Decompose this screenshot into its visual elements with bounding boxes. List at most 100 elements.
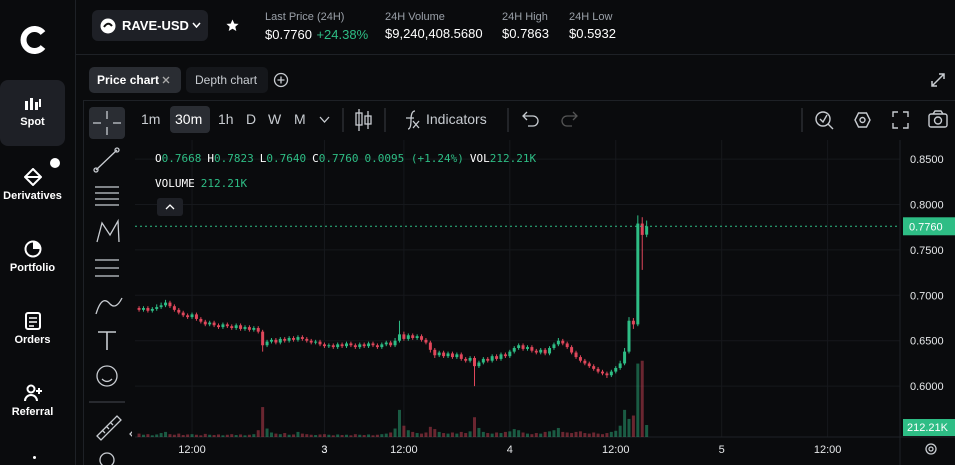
screenshot[interactable] [928,110,948,128]
candle-body [375,345,379,348]
indicators-button[interactable]: Indicators [426,111,487,127]
nav-orders[interactable]: Orders [0,312,70,346]
tab-active[interactable]: Price chart [89,67,181,93]
settings[interactable] [854,112,871,128]
tab[interactable]: Depth chart [186,67,268,93]
tool-emoji[interactable] [96,365,118,387]
interval[interactable]: D [246,111,257,127]
candle-body [464,358,468,361]
interval[interactable]: 1h [218,111,234,127]
drawing-tools [89,107,132,465]
candle-body [521,345,525,349]
volume-bar [578,431,582,437]
legend-value: 0.7760 [319,152,359,165]
candle-body [283,338,287,341]
tab-close[interactable] [162,76,170,84]
tab-label: Price chart [97,73,160,87]
volume-bar [309,434,313,437]
undo[interactable] [522,111,539,127]
legend-value: 212.21K [490,152,537,165]
volume-bar [283,433,287,437]
candle-body [459,354,463,359]
volume-bar [415,433,419,437]
volume-bar [362,435,366,437]
chart: O0.7668 H0.7823 L0.7640 C0.7760 0.0095 (+1.2… [135,140,955,465]
stat: 24H Volume $9,240,408.5680 [385,11,483,41]
volume-bar [164,431,168,437]
candle-body [208,322,212,325]
volume-bar [645,425,649,437]
collapse-arrow[interactable] [129,431,132,437]
expand[interactable] [930,72,946,88]
volume-bar [186,434,190,437]
interval[interactable]: 1m [141,111,161,127]
candle-body [300,337,304,339]
volume-bar [534,433,538,437]
candle-body [190,314,194,318]
legend-value: 0.7823 [214,152,254,165]
tool-fib[interactable] [95,186,119,206]
pair-selector[interactable]: RAVE-USD [92,10,208,41]
candle-body [177,309,181,313]
tool-measure[interactable] [96,415,122,441]
collapse-legend[interactable] [157,198,183,216]
candle-body [442,352,446,357]
stat: 24H High $0.7863 [502,11,549,41]
volume-bar [159,433,163,437]
nav-spot[interactable]: Spot [0,96,70,128]
fx-icon[interactable] [406,110,420,130]
legend-key: VOL [470,152,490,165]
nav-derivatives[interactable]: Derivatives [0,168,70,202]
candle-type[interactable] [355,109,372,131]
tool-text[interactable] [98,331,116,350]
candle-body [141,308,145,310]
favorite-star[interactable] [226,19,239,32]
interval[interactable]: W [268,111,282,127]
dropdown[interactable] [319,116,330,123]
volume-bar [172,434,176,437]
interval[interactable]: M [294,111,306,127]
volume-bar [181,435,185,437]
tool-brush[interactable] [95,297,123,315]
nav-referral[interactable]: Referral [0,384,70,418]
interval[interactable]: 30m [175,111,203,127]
candle-body [525,347,529,349]
fullscreen[interactable] [892,111,909,129]
tool-pattern[interactable] [96,218,120,243]
volume-bar [287,434,291,437]
logo[interactable] [18,24,50,56]
volume-bar [256,430,260,437]
volume-bar [437,431,441,437]
tool-channels[interactable] [95,259,119,277]
tool-crosshair[interactable] [93,111,121,135]
tool-emoji-mouth [101,378,113,383]
candle-body [565,343,569,348]
stat-value: $0.5932 [569,26,616,41]
candle-body [199,318,203,322]
tool-zoom[interactable] [99,452,115,465]
candle-body [627,320,631,352]
add-tab[interactable] [273,72,289,88]
volume-bar [375,434,379,437]
volume-bar [380,434,384,437]
alert[interactable] [815,111,834,130]
candle-body [450,353,454,358]
stat-value: $0.7863 [502,26,549,41]
chevron [192,22,201,28]
stat-value: $0.7760 [265,27,312,42]
candle-body [327,345,331,347]
nav-portfolio[interactable]: Portfolio [0,240,70,274]
candle-body [420,336,424,340]
volume-bar [146,434,150,437]
volume-bar [640,360,644,437]
gear[interactable] [925,443,937,455]
redo[interactable] [561,111,578,127]
volume-bar [336,434,340,437]
volume-bar [274,433,278,437]
volume-bar [587,433,591,437]
legend-key: L [260,152,267,165]
volume-bar [455,433,459,437]
tool-line[interactable] [95,149,118,171]
candle-body [349,343,353,346]
